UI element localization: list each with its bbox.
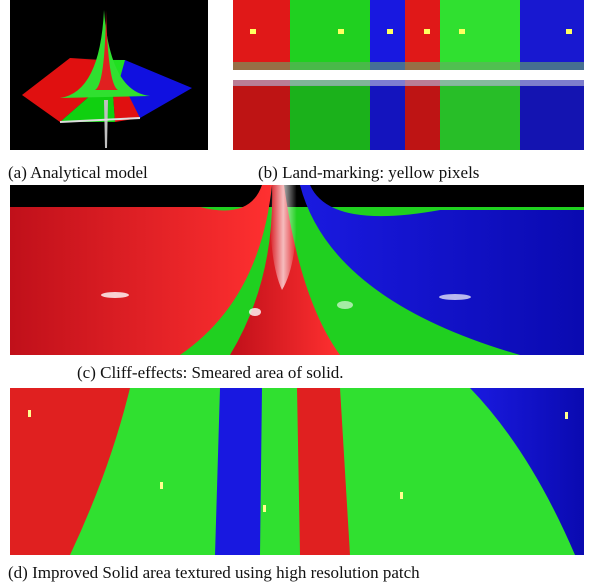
image-b — [233, 0, 584, 150]
figure: (a) Analytical model (b) Land-marking: y… — [0, 0, 594, 588]
caption: (c) Cliff-effects: Smeared area of solid… — [77, 363, 344, 382]
image-d — [10, 388, 584, 555]
image-a — [10, 0, 208, 150]
caption: (b) Land-marking: yellow pixels — [258, 163, 479, 182]
caption: (a) Analytical model — [8, 163, 148, 182]
caption: (d) Improved Solid area textured using h… — [8, 563, 420, 582]
image-c — [10, 185, 584, 355]
